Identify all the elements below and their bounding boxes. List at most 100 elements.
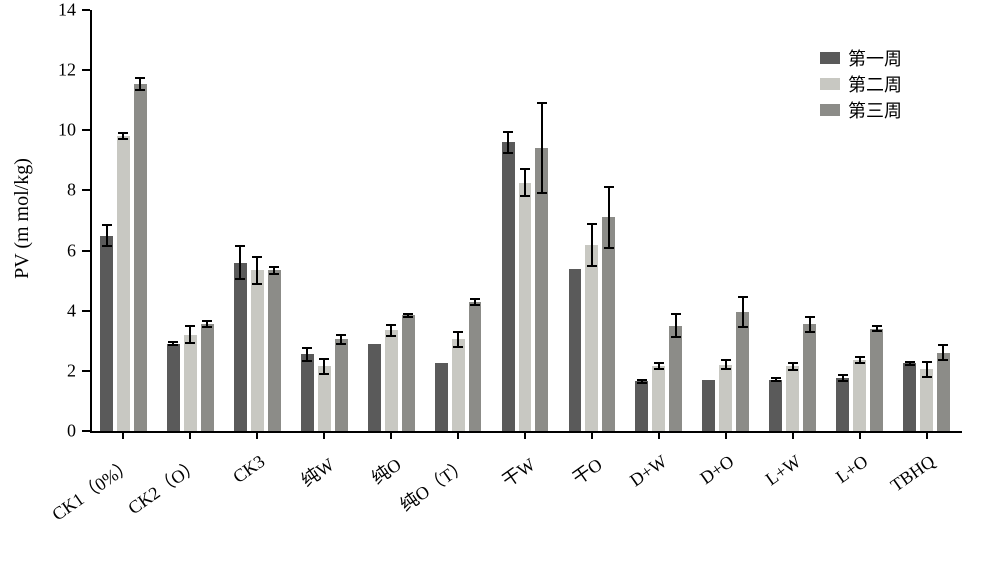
- error-cap: [721, 368, 731, 370]
- x-tick: [725, 431, 727, 439]
- error-cap: [872, 325, 882, 327]
- bar: [769, 380, 782, 431]
- error-bar: [457, 332, 459, 347]
- y-tick: [82, 310, 90, 312]
- error-bar: [926, 362, 928, 377]
- error-cap: [637, 379, 647, 381]
- error-cap: [938, 359, 948, 361]
- x-tick: [524, 431, 526, 439]
- error-cap: [135, 89, 145, 91]
- error-cap: [922, 376, 932, 378]
- legend-label: 第二周: [848, 71, 902, 97]
- legend-label: 第三周: [848, 97, 902, 123]
- error-bar: [608, 187, 610, 247]
- bar: [736, 312, 749, 431]
- bar: [786, 366, 799, 431]
- error-cap: [788, 362, 798, 364]
- error-cap: [520, 195, 530, 197]
- error-cap: [168, 344, 178, 346]
- bar: [201, 324, 214, 431]
- error-bar: [306, 348, 308, 361]
- bar: [602, 217, 615, 431]
- error-cap: [771, 380, 781, 382]
- error-bar: [507, 132, 509, 153]
- error-cap: [788, 369, 798, 371]
- error-cap: [654, 368, 664, 370]
- bar: [519, 183, 532, 431]
- legend-item: 第二周: [820, 72, 902, 96]
- error-cap: [202, 326, 212, 328]
- error-cap: [269, 266, 279, 268]
- y-tick: [82, 9, 90, 11]
- bar: [920, 369, 933, 431]
- bar: [402, 315, 415, 431]
- error-cap: [319, 358, 329, 360]
- error-cap: [855, 356, 865, 358]
- bar: [937, 353, 950, 431]
- y-tick: [82, 250, 90, 252]
- error-bar: [189, 326, 191, 343]
- error-cap: [336, 334, 346, 336]
- y-tick: [82, 189, 90, 191]
- bar: [803, 324, 816, 431]
- error-cap: [520, 168, 530, 170]
- error-cap: [386, 324, 396, 326]
- error-cap: [805, 316, 815, 318]
- bar: [268, 270, 281, 431]
- error-cap: [604, 247, 614, 249]
- bar: [870, 329, 883, 431]
- error-cap: [721, 359, 731, 361]
- error-bar: [524, 169, 526, 196]
- error-cap: [905, 361, 915, 363]
- error-cap: [453, 331, 463, 333]
- x-tick: [591, 431, 593, 439]
- error-cap: [185, 342, 195, 344]
- error-cap: [637, 382, 647, 384]
- x-tick: [457, 431, 459, 439]
- bar: [652, 366, 665, 431]
- error-cap: [302, 347, 312, 349]
- bar: [435, 363, 448, 431]
- bar: [502, 142, 515, 431]
- error-cap: [671, 313, 681, 315]
- x-tick: [256, 431, 258, 439]
- error-cap: [855, 362, 865, 364]
- bar: [385, 330, 398, 431]
- error-cap: [503, 131, 513, 133]
- error-bar: [106, 225, 108, 246]
- error-bar: [256, 257, 258, 284]
- error-cap: [118, 138, 128, 140]
- bar: [719, 365, 732, 431]
- error-cap: [252, 283, 262, 285]
- error-bar: [323, 359, 325, 373]
- pv-bar-chart: 02468101214PV (m mol/kg)CK1（0%）CK2（O）CK3…: [0, 0, 1000, 561]
- bar: [903, 363, 916, 431]
- error-cap: [922, 361, 932, 363]
- legend-item: 第三周: [820, 98, 902, 122]
- error-cap: [587, 223, 597, 225]
- error-cap: [102, 224, 112, 226]
- bar: [569, 269, 582, 431]
- error-cap: [838, 380, 848, 382]
- error-bar: [239, 246, 241, 279]
- bar: [251, 270, 264, 431]
- error-cap: [168, 341, 178, 343]
- error-bar: [809, 317, 811, 332]
- bar: [702, 380, 715, 431]
- error-cap: [386, 335, 396, 337]
- error-cap: [235, 245, 245, 247]
- y-tick: [82, 129, 90, 131]
- x-tick: [792, 431, 794, 439]
- legend-item: 第一周: [820, 46, 902, 70]
- bar: [368, 344, 381, 431]
- error-bar: [942, 345, 944, 360]
- error-bar: [675, 314, 677, 337]
- error-cap: [135, 77, 145, 79]
- error-cap: [269, 273, 279, 275]
- x-tick: [122, 431, 124, 439]
- error-cap: [118, 132, 128, 134]
- x-tick: [390, 431, 392, 439]
- error-cap: [319, 373, 329, 375]
- error-cap: [938, 344, 948, 346]
- legend-swatch: [820, 52, 840, 64]
